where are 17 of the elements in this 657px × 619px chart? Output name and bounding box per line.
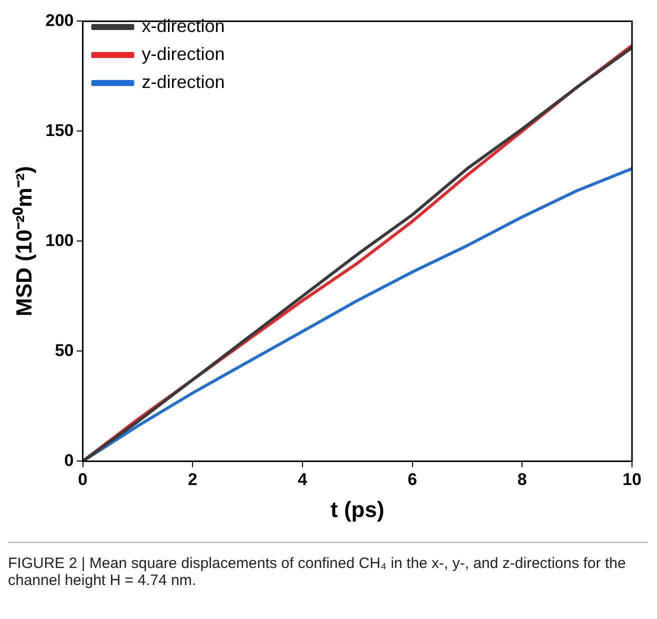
y-tick-label: 50 (54, 340, 74, 360)
x-tick-label: 8 (517, 470, 527, 490)
x-tick-label: 6 (408, 470, 418, 490)
legend-label: z-direction (142, 72, 225, 92)
x-tick-label: 0 (78, 470, 88, 490)
y-tick-label: 100 (45, 230, 74, 250)
y-tick-label: 0 (64, 450, 74, 470)
y-tick-label: 150 (45, 120, 74, 140)
y-tick-label: 200 (45, 10, 74, 30)
legend-label: x-direction (142, 16, 225, 36)
x-tick-label: 4 (298, 470, 308, 490)
legend-label: y-direction (142, 44, 225, 64)
x-tick-label: 2 (188, 470, 198, 490)
caption: FIGURE 2 | Mean square displacements of confined CH₄ in the x-, y-, and z-directions for the channel height H = 4.74 nm. (8, 555, 627, 589)
x-tick-label: 10 (622, 470, 642, 490)
x-axis-title: t (ps) (330, 496, 384, 522)
y-axis-title: MSD (10⁻²⁰m⁻²) (11, 166, 36, 316)
